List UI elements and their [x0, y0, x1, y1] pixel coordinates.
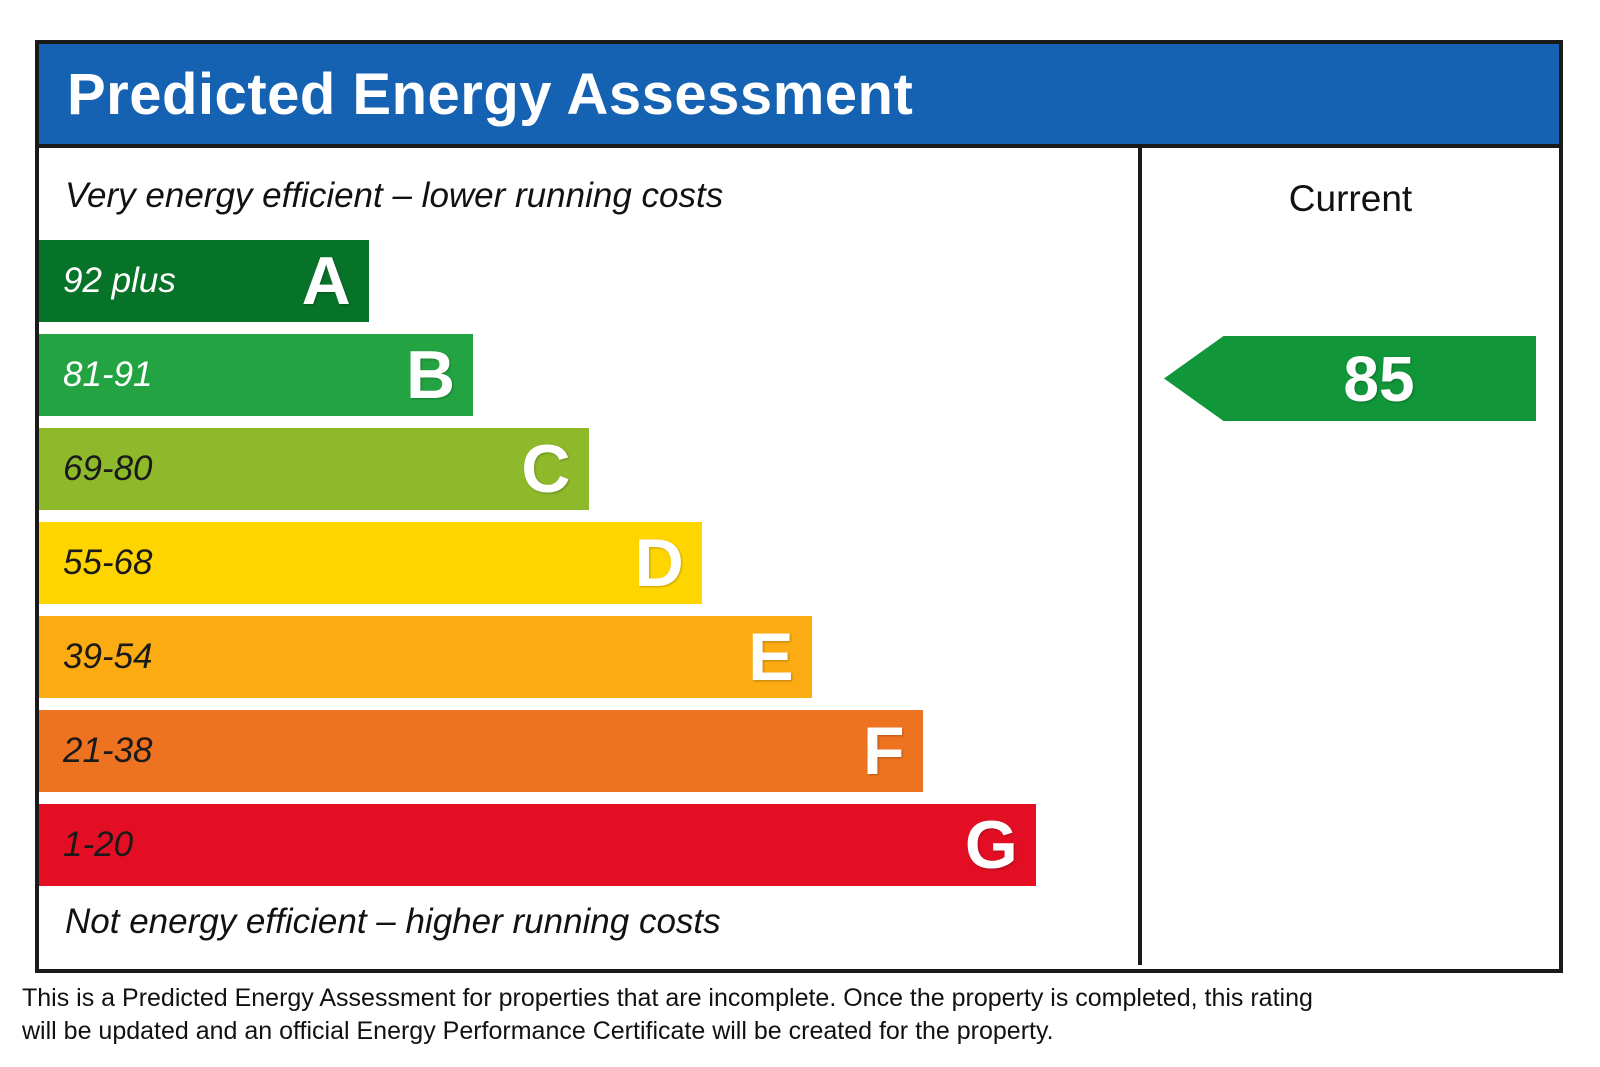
top-efficiency-note: Very energy efficient – lower running co… — [65, 176, 724, 215]
band-range-label: 81-91 — [63, 355, 153, 394]
band-range-label: 39-54 — [63, 637, 153, 676]
band-row-c: 69-80 C — [39, 428, 589, 510]
band-row-f: 21-38 F — [39, 710, 923, 792]
band-row-b: 81-91 B — [39, 334, 474, 416]
current-rating-column: Current 85 — [1142, 148, 1559, 965]
band-range-label: 92 plus — [63, 261, 176, 300]
band-range-label: 1-20 — [63, 825, 134, 864]
current-column-header: Current — [1288, 178, 1413, 219]
band-row-d: 55-68 D — [39, 522, 702, 604]
band-letter: B — [405, 337, 456, 413]
band-letter: E — [748, 619, 794, 695]
band-range-label: 55-68 — [63, 543, 153, 582]
band-letter: C — [521, 431, 571, 507]
chart-body: Very energy efficient – lower running co… — [39, 148, 1559, 965]
current-rating-value: 85 — [1343, 342, 1415, 415]
band-range-label: 69-80 — [63, 449, 153, 488]
band-row-g: 1-20 G — [39, 804, 1036, 886]
epc-chart: Predicted Energy Assessment Very energy … — [35, 40, 1563, 973]
band-row-a: 92 plus A — [39, 240, 369, 322]
current-rating-arrow: 85 — [1164, 336, 1536, 421]
footer-note: This is a Predicted Energy Assessment fo… — [22, 984, 1313, 1045]
chart-title-bar: Predicted Energy Assessment — [39, 44, 1559, 148]
band-letter: F — [863, 713, 905, 789]
rating-scale-column: Very energy efficient – lower running co… — [39, 148, 1142, 965]
rating-bands: 92 plus A 81-91 B 69-80 C 55-68 D — [39, 240, 1138, 886]
band-range-label: 21-38 — [63, 731, 153, 770]
band-letter: G — [964, 807, 1018, 883]
band-row-e: 39-54 E — [39, 616, 812, 698]
bottom-efficiency-note: Not energy efficient – higher running co… — [65, 902, 721, 941]
band-letter: A — [301, 243, 351, 319]
chart-title: Predicted Energy Assessment — [67, 61, 914, 127]
band-letter: D — [634, 525, 684, 601]
